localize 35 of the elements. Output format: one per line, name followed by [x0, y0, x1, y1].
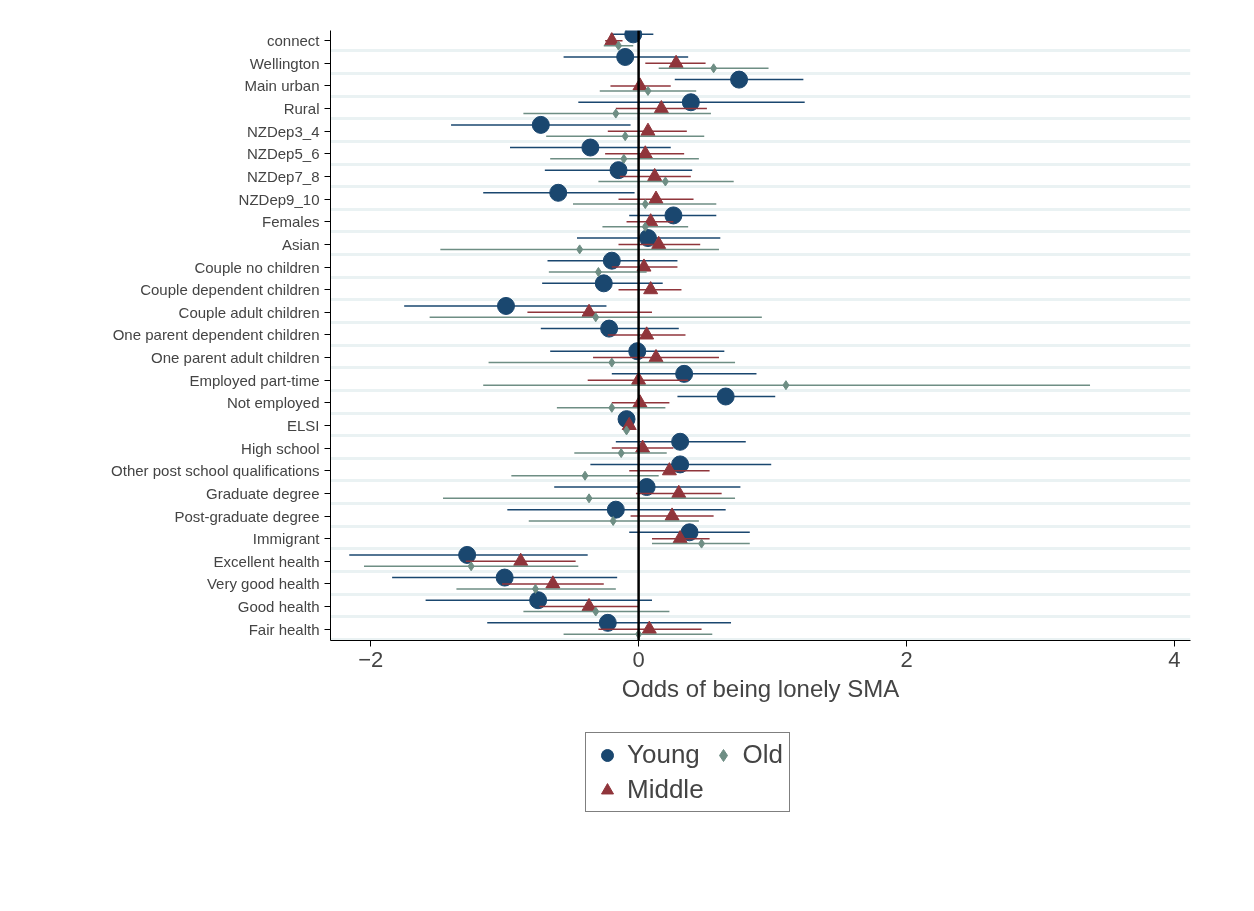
y-tick-label: High school [241, 439, 320, 457]
x-tick-label: 0 [632, 646, 645, 672]
y-tick-label: Other post school qualifications [111, 462, 320, 480]
y-tick-label: NZDep3_4 [246, 122, 320, 140]
y-tick-label: Wellington [249, 54, 320, 72]
y-tick-label: Excellent health [213, 552, 320, 570]
legend-label: Middle [627, 774, 704, 805]
y-tick-label: Females [261, 213, 320, 231]
y-tick-label: NZDep9_10 [238, 190, 320, 208]
y-tick-label: Couple dependent children [140, 281, 320, 299]
legend-label: Young [627, 739, 700, 770]
y-tick-label: Employed part-time [189, 371, 320, 389]
legend-label: Old [742, 739, 784, 770]
y-tick-label: One parent adult children [151, 349, 320, 367]
y-tick-label: NZDep5_6 [246, 145, 320, 163]
y-tick-label: One parent dependent children [112, 326, 320, 344]
y-tick-label: NZDep7_8 [246, 167, 320, 185]
y-tick-label: Immigrant [252, 530, 321, 548]
y-tick-label: connect [266, 32, 321, 50]
y-tick-label: Rural [283, 100, 320, 118]
y-tick-label: ELSI [286, 416, 320, 434]
x-tick-label: −2 [358, 646, 384, 672]
y-tick-label: Fair health [248, 620, 320, 638]
y-tick-label: Main urban [244, 77, 320, 95]
y-tick-label: Post-graduate degree [174, 507, 320, 525]
y-tick-label: Couple adult children [178, 303, 320, 321]
x-tick-label: 4 [1168, 646, 1181, 672]
y-tick-label: Graduate degree [206, 484, 320, 502]
y-tick-label: Very good health [206, 575, 320, 593]
y-tick-label: Not employed [226, 394, 320, 412]
y-tick-label: Good health [237, 598, 320, 616]
x-axis-title: Odds of being lonely SMA [621, 674, 900, 702]
x-tick-label: 2 [900, 646, 913, 672]
y-tick-label: Asian [281, 235, 320, 253]
y-tick-label: Couple no children [194, 258, 320, 276]
